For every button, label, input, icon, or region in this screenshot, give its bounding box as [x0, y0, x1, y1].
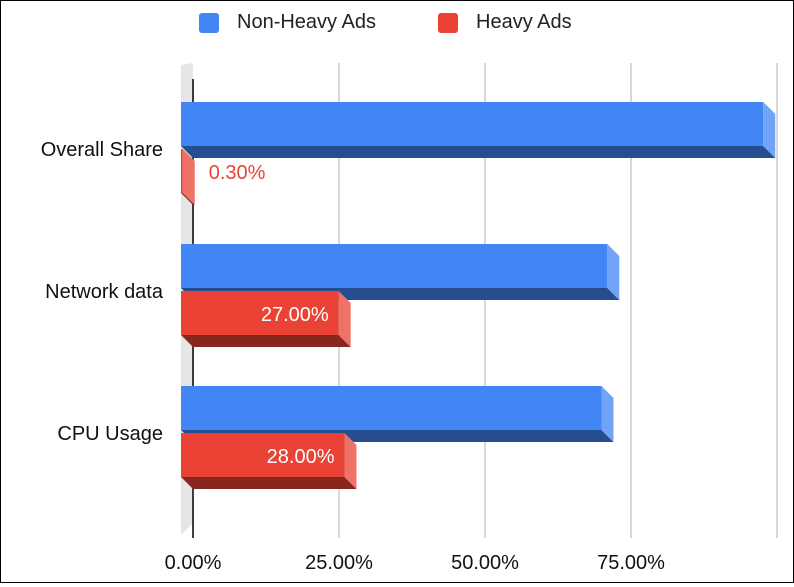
- bar-non-heavy-ads-0-front: [181, 102, 764, 146]
- bar-heavy-ads-1-bottom: [181, 335, 351, 347]
- bar-heavy-ads-2: [181, 433, 357, 489]
- bar-heavy-ads-2-side: [344, 433, 357, 489]
- data-label-heavy-ads-2: 28.00%: [267, 446, 335, 468]
- bar-heavy-ads-0-side: [182, 149, 195, 205]
- x-tick-label-3: 75.00%: [597, 552, 665, 574]
- x-tick-label-1: 25.00%: [305, 552, 373, 574]
- category-label-2: CPU Usage: [57, 423, 163, 445]
- bar-heavy-ads-2-front: [181, 433, 345, 477]
- bar-heavy-ads-0: [181, 149, 195, 205]
- bar-non-heavy-ads-2: [181, 386, 614, 442]
- legend-label-non-heavy-ads: Non-Heavy Ads: [237, 11, 376, 33]
- bar-non-heavy-ads-0: [181, 102, 776, 158]
- legend-item-heavy-ads: Heavy Ads: [438, 11, 572, 34]
- bar-non-heavy-ads-2-side: [601, 386, 614, 442]
- legend-item-non-heavy-ads: Non-Heavy Ads: [199, 11, 376, 34]
- data-label-heavy-ads-1: 27.00%: [261, 304, 329, 326]
- category-label-0: Overall Share: [41, 139, 163, 161]
- category-label-1: Network data: [45, 281, 164, 303]
- bar-heavy-ads-1: [181, 291, 351, 347]
- bar-heavy-ads-1-side: [338, 291, 351, 347]
- data-label-heavy-ads-0: 0.30%: [209, 162, 266, 184]
- bar-heavy-ads-2-bottom: [181, 477, 357, 489]
- bar-non-heavy-ads-0-side: [763, 102, 776, 158]
- legend-swatch-non-heavy-ads: [199, 12, 219, 33]
- bar-heavy-ads-0-front: [181, 149, 183, 193]
- bar-non-heavy-ads-1-side: [607, 244, 620, 300]
- bar-non-heavy-ads-0-bottom: [181, 146, 776, 158]
- x-tick-label-0: 0.00%: [165, 552, 222, 574]
- bar-heavy-ads-1-front: [181, 291, 339, 335]
- legend-label-heavy-ads: Heavy Ads: [476, 11, 572, 33]
- legend-swatch-heavy-ads: [438, 12, 458, 33]
- bar-non-heavy-ads-1-front: [181, 244, 608, 288]
- x-tick-label-2: 50.00%: [451, 552, 519, 574]
- bar-heavy-ads-0-bottom: [181, 193, 195, 205]
- bar-non-heavy-ads-2-front: [181, 386, 602, 430]
